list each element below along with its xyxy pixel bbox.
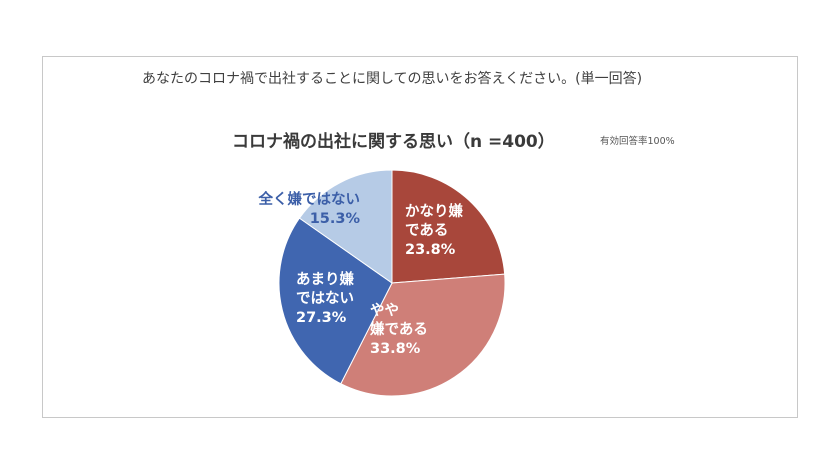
- slice-category-label: かなり嫌: [405, 202, 463, 220]
- chart-title: コロナ禍の出社に関する思い（n =400）: [232, 132, 555, 152]
- slice-value-label: 23.8%: [405, 242, 456, 258]
- slice-category-label: 全く嫌ではない: [258, 190, 361, 208]
- slice-value-label: 33.8%: [370, 341, 421, 357]
- response-rate-note: 有効回答率100%: [600, 136, 675, 147]
- slice-label: 全く嫌ではない 15.3%: [258, 190, 361, 227]
- slice-not-very-unpleasant: [278, 217, 393, 385]
- slice-value-label: 15.3%: [310, 211, 361, 227]
- slice-not-unpleasant-at-all: [298, 169, 393, 284]
- slice-category-label: である: [405, 222, 448, 239]
- slice-very-unpleasant: [391, 169, 506, 284]
- slice-label: あまり嫌ではない 27.3%: [296, 270, 354, 326]
- slice-somewhat-unpleasant: [340, 273, 506, 397]
- slice-category-label: やや: [370, 302, 399, 319]
- slice-category-label: あまり嫌: [296, 270, 354, 288]
- survey-question: あなたのコロナ禍で出社することに関しての思いをお答えください。(単一回答): [141, 71, 643, 87]
- slice-label: かなり嫌である 23.8%: [405, 202, 463, 258]
- slice-category-label: 嫌である: [370, 320, 428, 338]
- slice-label: やや嫌である 33.8%: [370, 302, 428, 357]
- slice-category-label: ではない: [296, 290, 354, 307]
- slice-value-label: 27.3%: [296, 310, 347, 326]
